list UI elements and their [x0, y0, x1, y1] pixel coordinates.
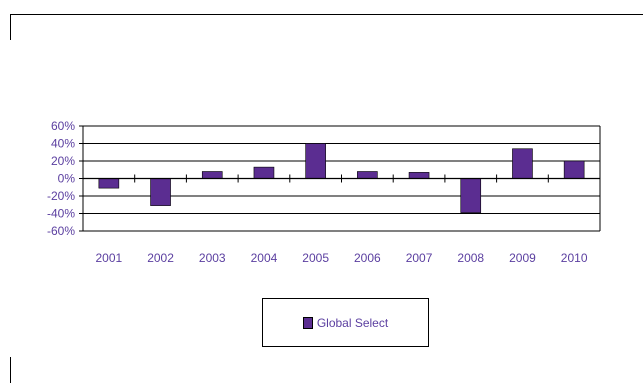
- bar-2007: [408, 172, 430, 179]
- x-tick-label: 2006: [354, 251, 381, 265]
- bar-2004: [253, 166, 275, 179]
- bar-2008: [460, 178, 482, 213]
- bar-2001: [98, 178, 120, 189]
- bars: [98, 143, 585, 213]
- bar-2009: [512, 148, 533, 179]
- legend: Global Select: [262, 298, 429, 347]
- y-tick-label: 40%: [51, 137, 75, 151]
- y-tick-label: -20%: [47, 189, 75, 203]
- x-tick-label: 2010: [561, 251, 588, 265]
- bar-2005: [305, 143, 326, 179]
- y-tick-label: 0%: [58, 172, 76, 186]
- axes: [82, 126, 601, 231]
- legend-label-global-select: Global Select: [316, 315, 389, 330]
- legend-swatch-global-select: [302, 316, 313, 329]
- y-tick-label: 20%: [51, 154, 75, 168]
- x-tick-label: 2002: [147, 251, 174, 265]
- frame-top-edge: [10, 14, 643, 15]
- x-tick-label: 2008: [457, 251, 484, 265]
- bar-2003: [201, 171, 223, 179]
- x-tick-label: 2009: [509, 251, 536, 265]
- x-tick-label: 2003: [199, 251, 226, 265]
- bar-2002: [150, 178, 171, 206]
- y-tick-label: -40%: [47, 207, 75, 221]
- x-tick-label: 2001: [95, 251, 122, 265]
- x-axis-ticks: 2001 2002 2003 2004 2005 2006 2007 2008 2009 2010: [95, 251, 587, 265]
- x-tick-label: 2004: [251, 251, 278, 265]
- frame-left-edge: [10, 14, 11, 40]
- y-tick-label: 60%: [51, 119, 75, 133]
- frame-left-edge-lower: [10, 357, 11, 383]
- bar-2010: [563, 160, 585, 179]
- bar-2006: [357, 171, 378, 179]
- y-tick-label: -60%: [47, 224, 75, 238]
- y-axis-ticks: 60% 40% 20% 0% -20% -40% -60%: [47, 119, 83, 238]
- x-tick-label: 2007: [406, 251, 433, 265]
- x-tick-label: 2005: [302, 251, 329, 265]
